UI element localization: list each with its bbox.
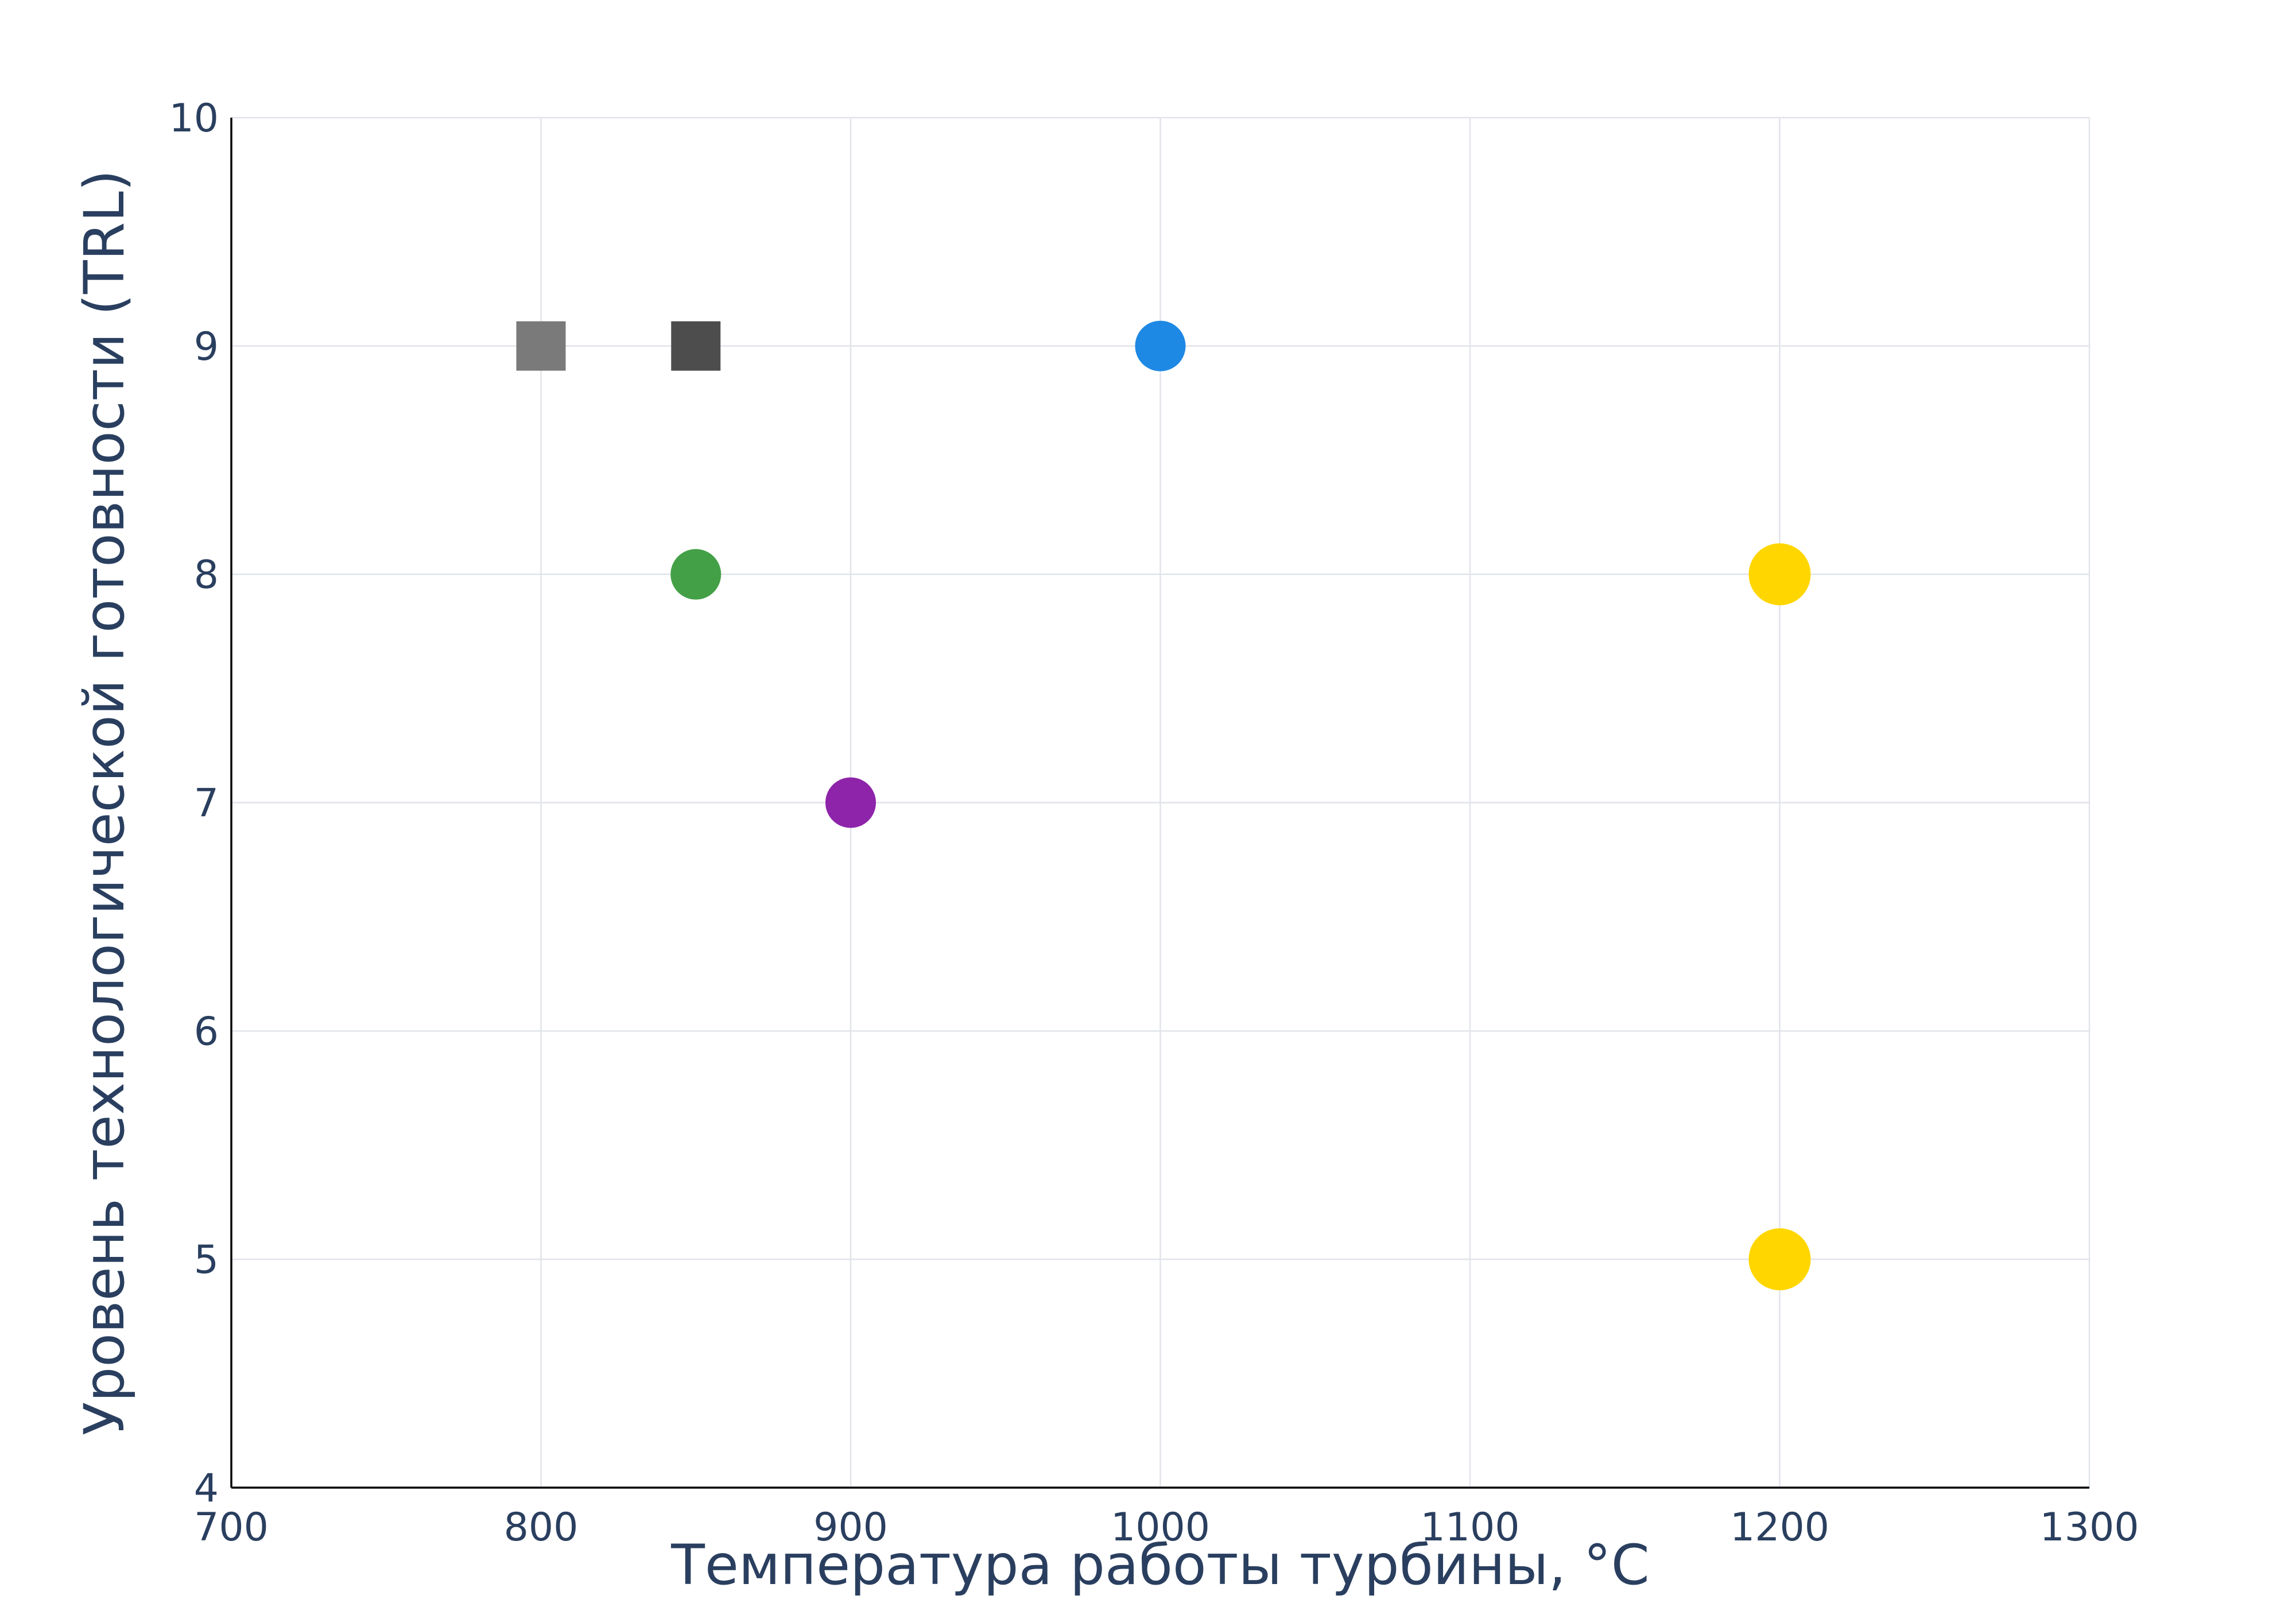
y-tick-label: 8	[194, 553, 219, 598]
x-tick-labels: 700 800 900 1000 1100 1200 1300	[194, 1505, 2139, 1550]
y-tick-label: 5	[194, 1237, 219, 1283]
y-tick-label: 4	[194, 1466, 219, 1511]
data-points	[516, 320, 1811, 1291]
x-tick-label: 1000	[1111, 1505, 1210, 1550]
axes	[230, 118, 2089, 1489]
y-tick-label: 9	[194, 324, 219, 370]
y-axis-title: Уровень технологической готовности (TRL)	[72, 170, 137, 1435]
square-marker	[671, 321, 721, 371]
y-tick-label: 6	[194, 1009, 219, 1054]
circle-marker	[670, 549, 722, 600]
y-tick-labels: 4 5 6 7 8 9 10	[169, 96, 219, 1511]
x-tick-label: 1100	[1420, 1505, 1519, 1550]
circle-marker	[1135, 320, 1186, 371]
square-marker	[516, 321, 566, 371]
circle-marker	[825, 777, 876, 828]
x-tick-label: 1300	[2039, 1505, 2139, 1550]
x-tick-label: 800	[504, 1505, 579, 1550]
x-tick-label: 700	[194, 1505, 269, 1550]
y-tick-label: 10	[169, 96, 219, 141]
circle-marker	[1748, 543, 1811, 605]
x-axis-title: Температура работы турбины, °C	[670, 1533, 1650, 1597]
y-tick-label: 7	[194, 781, 219, 826]
circle-marker	[1748, 1228, 1811, 1291]
x-tick-label: 900	[813, 1505, 888, 1550]
x-tick-label: 1200	[1730, 1505, 1829, 1550]
